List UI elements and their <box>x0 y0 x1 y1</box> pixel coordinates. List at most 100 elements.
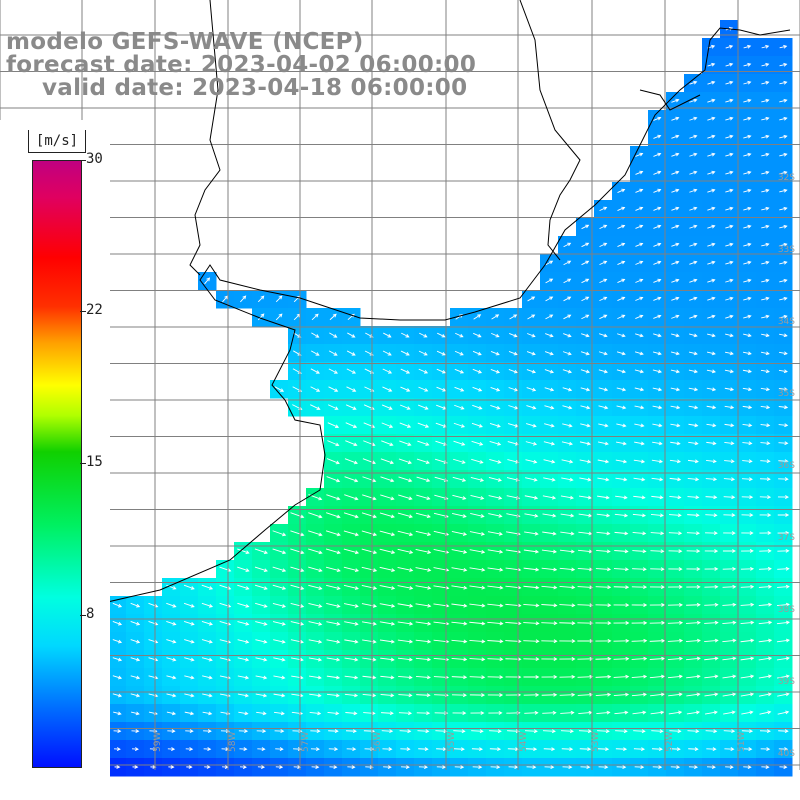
wind-arrow <box>743 44 752 49</box>
wind-arrow <box>488 513 503 518</box>
wind-arrow <box>670 441 681 446</box>
wind-arrow <box>291 657 304 662</box>
wind-arrow <box>524 710 539 715</box>
wind-arrow <box>526 369 537 374</box>
lat-label: 34S <box>778 317 795 327</box>
colorbar-tick-mark <box>80 160 86 161</box>
wind-arrow <box>652 765 663 770</box>
wind-arrow <box>615 729 628 734</box>
wind-arrow <box>328 747 339 752</box>
wind-arrow <box>581 242 590 248</box>
wind-arrow <box>326 494 341 501</box>
wind-arrow <box>707 206 716 211</box>
wind-arrow <box>724 351 734 356</box>
wind-arrow <box>541 639 558 644</box>
wind-arrow <box>615 477 628 482</box>
wind-arrow <box>741 549 754 553</box>
wind-arrow <box>563 260 572 266</box>
wind-arrow <box>415 603 432 608</box>
wind-arrow <box>632 513 647 518</box>
wind-arrow <box>380 476 395 483</box>
wind-arrow <box>635 296 644 301</box>
wind-arrow <box>596 513 611 518</box>
wind-arrow <box>761 278 770 283</box>
wind-arrow <box>704 620 719 625</box>
wind-arrow <box>670 351 680 356</box>
wind-arrow <box>704 656 719 661</box>
wind-arrow <box>668 710 683 715</box>
wind-arrow <box>436 350 446 356</box>
wind-arrow <box>617 260 626 265</box>
colorbar-gradient <box>32 160 82 768</box>
wind-arrow <box>272 566 287 573</box>
wind-arrow <box>472 765 483 770</box>
wind-arrow <box>487 549 504 554</box>
wind-arrow <box>598 423 609 428</box>
wind-arrow <box>453 440 466 446</box>
wind-arrow <box>667 638 684 643</box>
lat-label: 36S <box>778 461 795 471</box>
wind-arrow <box>436 386 447 392</box>
lat-label: 33S <box>778 245 795 255</box>
wind-arrow <box>652 369 662 374</box>
wind-arrow <box>577 639 594 643</box>
wind-arrow <box>328 729 339 734</box>
wind-arrow <box>166 621 177 626</box>
wind-arrow <box>631 692 647 697</box>
wind-arrow <box>469 693 486 698</box>
wind-arrow <box>203 729 212 733</box>
wind-arrow <box>290 512 305 519</box>
wind-arrow <box>112 693 123 698</box>
wind-arrow <box>469 639 486 644</box>
wind-arrow <box>166 711 177 716</box>
wind-arrow <box>204 765 211 769</box>
wind-arrow <box>559 639 576 643</box>
wind-arrow <box>184 675 195 680</box>
wind-arrow <box>471 747 484 752</box>
wind-arrow <box>326 693 340 698</box>
wind-arrow <box>778 387 789 392</box>
wind-arrow <box>652 405 663 410</box>
wind-arrow <box>599 260 608 266</box>
wind-arrow <box>562 351 572 356</box>
wind-arrow <box>633 459 646 464</box>
wind-arrow <box>560 729 574 734</box>
wind-arrow <box>487 603 504 608</box>
wind-arrow <box>689 134 698 139</box>
wind-arrow <box>595 692 612 697</box>
wind-arrow <box>743 333 752 338</box>
colorbar-tick-15: 15 <box>86 454 103 470</box>
wind-arrow <box>469 621 486 626</box>
wind-arrow <box>559 549 575 554</box>
wind-arrow <box>544 369 554 374</box>
wind-arrow <box>417 404 429 410</box>
wind-arrow <box>416 476 431 483</box>
wind-arrow <box>761 44 770 49</box>
wind-arrow <box>779 765 788 769</box>
wind-arrow <box>613 621 630 625</box>
wind-arrow <box>272 530 287 537</box>
wind-arrow <box>761 314 770 319</box>
wind-arrow <box>114 747 121 751</box>
wind-arrow <box>668 549 683 554</box>
wind-arrow <box>725 80 734 85</box>
wind-arrow <box>761 116 770 121</box>
wind-arrow <box>743 116 752 121</box>
wind-arrow <box>723 531 736 535</box>
wind-arrow <box>723 477 736 482</box>
wind-arrow <box>237 566 250 572</box>
wind-arrow <box>632 531 647 536</box>
wind-arrow <box>415 621 432 626</box>
wind-arrow <box>543 477 556 482</box>
wind-arrow <box>381 711 394 716</box>
wind-arrow <box>381 729 394 734</box>
wind-arrow <box>704 584 719 589</box>
wind-arrow <box>471 729 484 734</box>
wind-arrow <box>725 44 734 49</box>
wind-arrow <box>436 368 447 374</box>
wind-arrow <box>362 639 377 644</box>
wind-arrow <box>290 566 305 573</box>
coastline-path <box>0 27 791 626</box>
wind-arrow <box>777 584 790 589</box>
wind-arrow <box>614 531 629 536</box>
